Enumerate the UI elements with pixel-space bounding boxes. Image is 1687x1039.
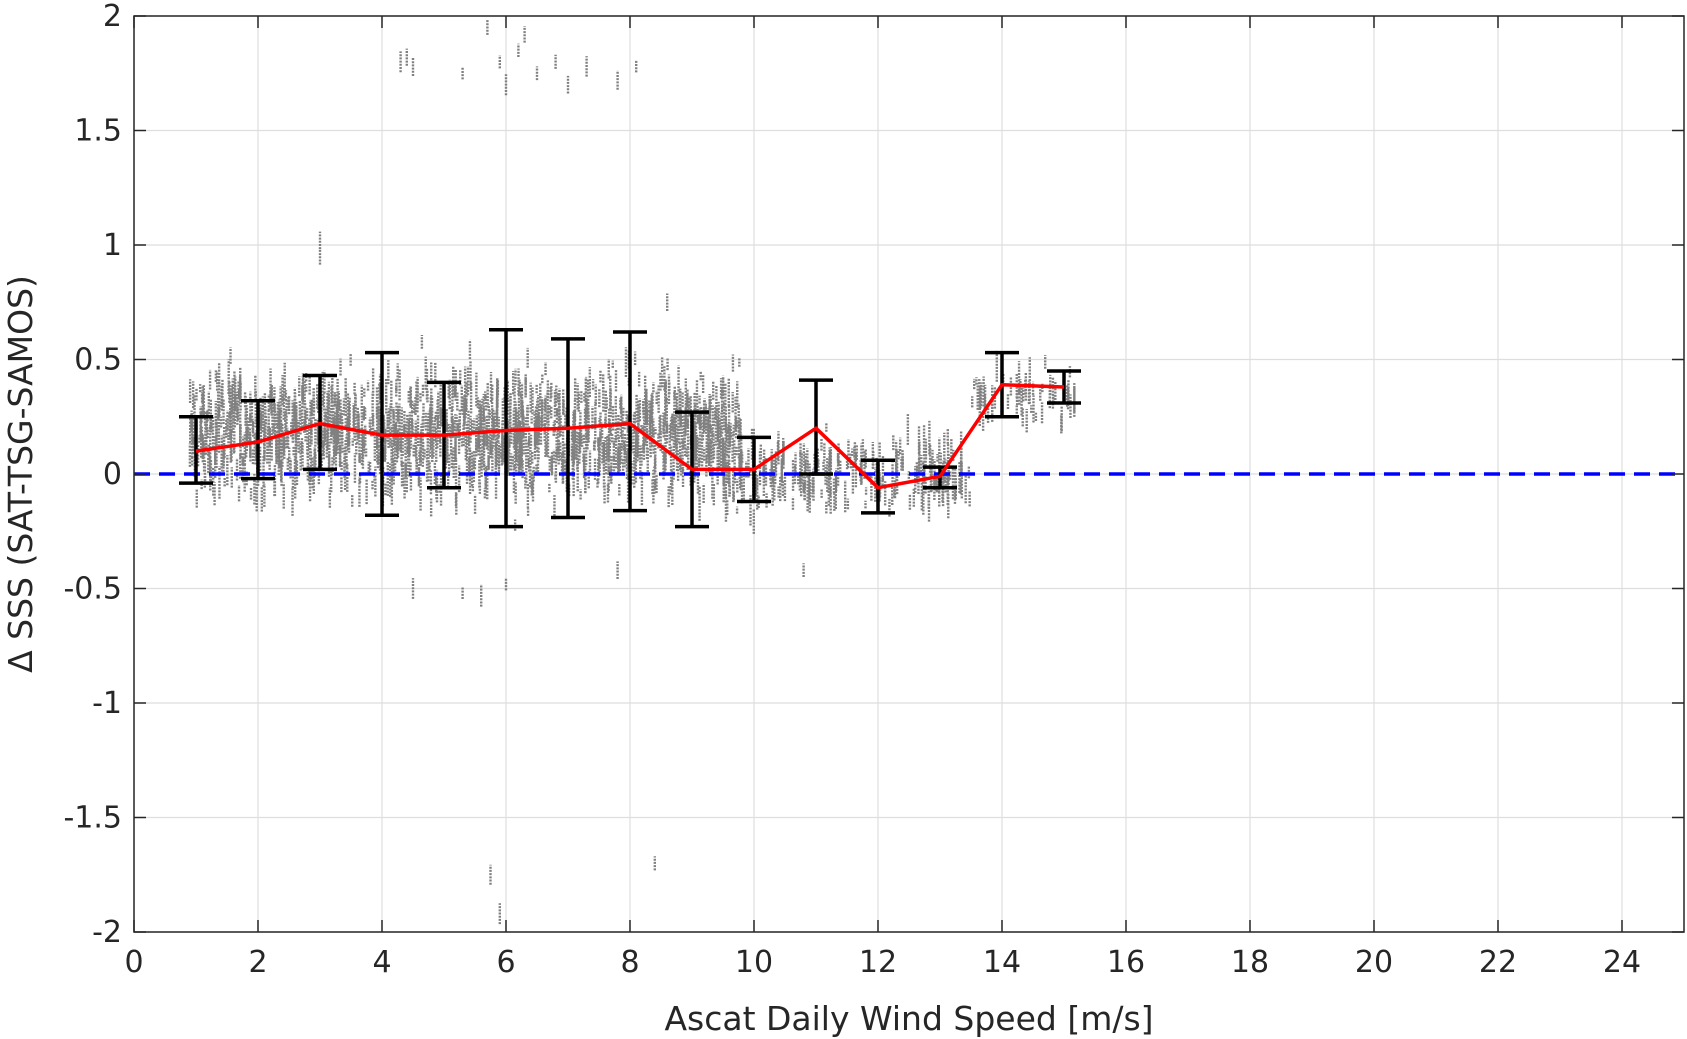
y-tick-label: -1 — [92, 686, 122, 721]
mean-series — [195, 382, 1065, 490]
x-axis-label: Ascat Daily Wind Speed [m/s] — [664, 999, 1153, 1038]
x-tick-label: 24 — [1603, 945, 1641, 980]
y-tick-label: -2 — [92, 915, 122, 950]
x-tick-label: 8 — [620, 945, 639, 980]
y-tick-label: 1 — [103, 228, 122, 263]
x-axis-ticks: 0 2 4 6 8 10 12 14 16 18 20 22 24 — [124, 16, 1641, 980]
y-tick-label: 1.5 — [74, 114, 122, 149]
y-tick-label: -1.5 — [63, 801, 122, 836]
y-tick-label: 2 — [103, 0, 122, 34]
x-tick-label: 14 — [983, 945, 1021, 980]
y-tick-label: 0.5 — [74, 343, 122, 378]
x-tick-label: 0 — [124, 945, 143, 980]
x-tick-label: 2 — [248, 945, 267, 980]
x-tick-label: 12 — [859, 945, 897, 980]
x-tick-label: 6 — [496, 945, 515, 980]
x-tick-label: 18 — [1231, 945, 1269, 980]
mean-line — [195, 382, 1065, 490]
x-tick-label: 20 — [1355, 945, 1393, 980]
y-tick-label: 0 — [103, 457, 122, 492]
x-tick-label: 4 — [372, 945, 391, 980]
x-tick-label: 16 — [1107, 945, 1145, 980]
y-axis-label: Δ SSS (SAT-TSG-SAMOS) — [1, 275, 40, 673]
y-axis-ticks: -2 -1.5 -1 -0.5 0 0.5 1 1.5 2 — [63, 0, 1684, 950]
x-tick-label: 22 — [1479, 945, 1517, 980]
x-tick-label: 10 — [735, 945, 773, 980]
y-tick-label: -0.5 — [63, 572, 122, 607]
